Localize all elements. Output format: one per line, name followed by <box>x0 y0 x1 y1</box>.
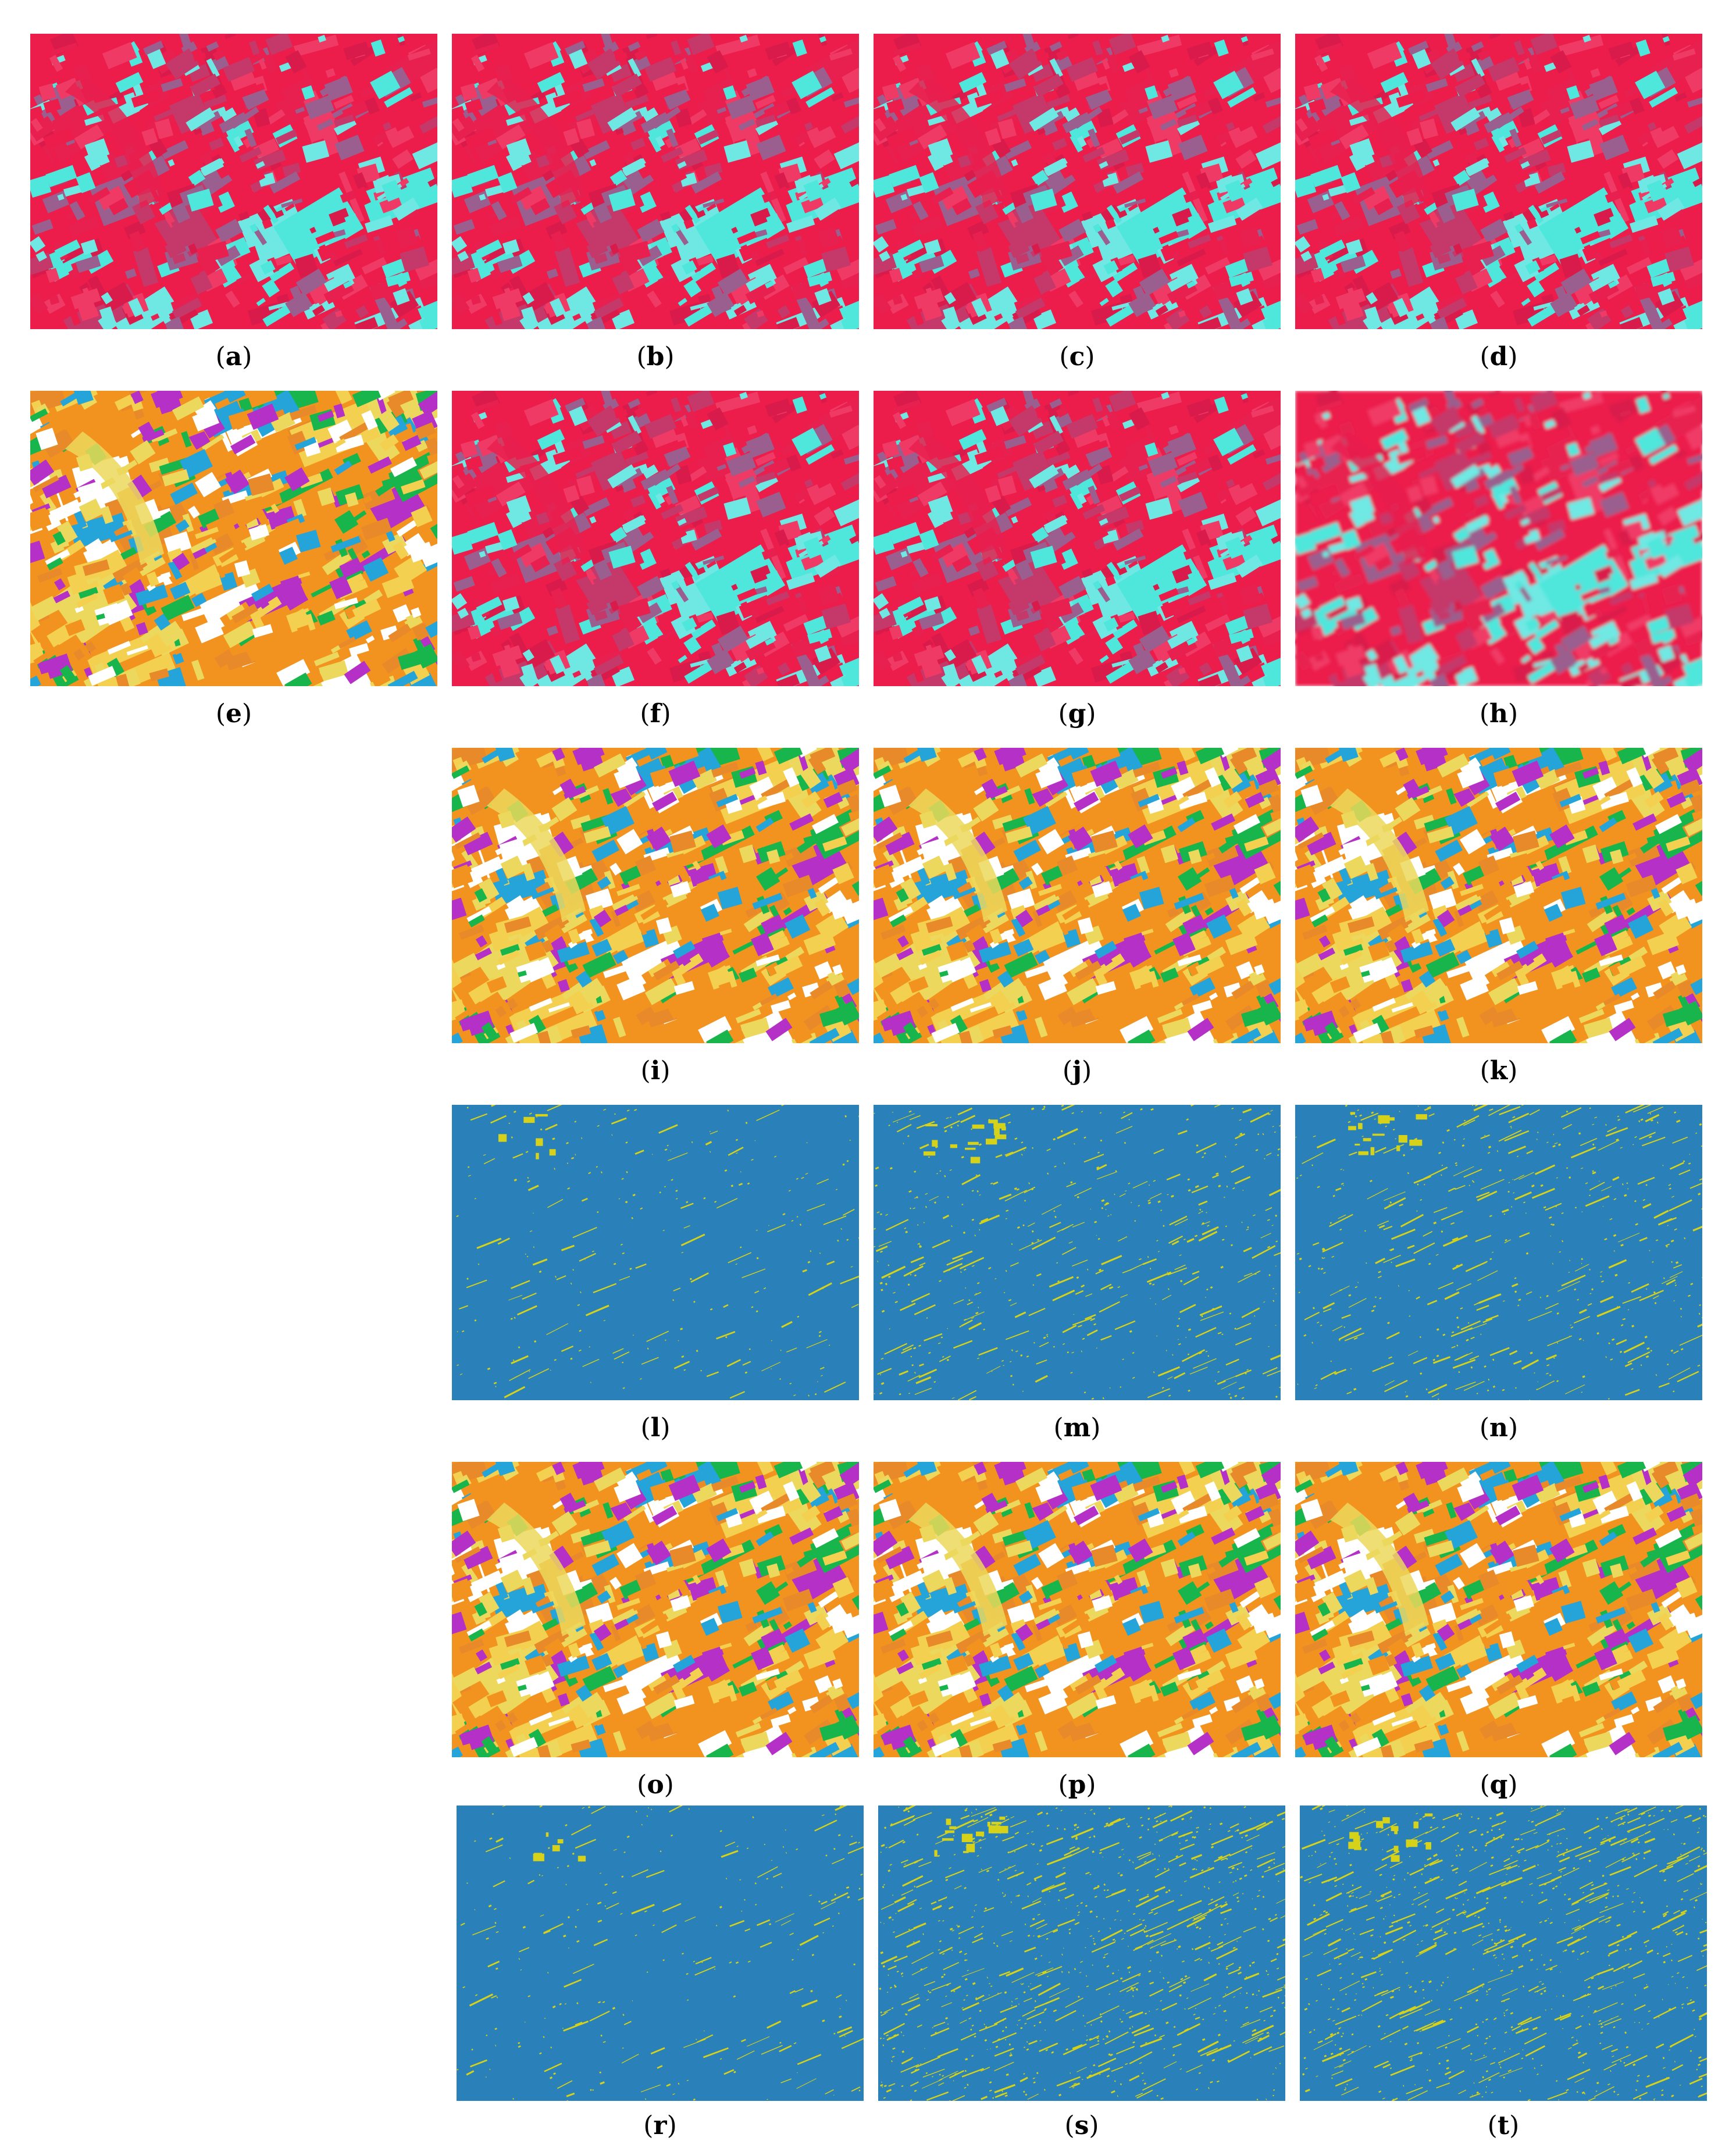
caption-k: (k) <box>1480 1056 1518 1086</box>
image-panel-t <box>1300 1806 1707 2101</box>
image-panel-i <box>452 748 859 1043</box>
false-color-image-g <box>874 391 1281 686</box>
caption-a: (a) <box>215 342 252 372</box>
caption-q: (q) <box>1480 1770 1518 1800</box>
image-panel-c <box>874 34 1281 329</box>
image-panel-a <box>30 34 437 329</box>
caption-r: (r) <box>643 2111 677 2140</box>
caption-d: (d) <box>1480 342 1518 372</box>
false-color-image-h <box>1295 391 1702 686</box>
image-panel-n <box>1295 1105 1702 1400</box>
image-panel-e <box>30 391 437 686</box>
image-panel-j <box>874 748 1281 1043</box>
caption-i: (i) <box>640 1056 671 1086</box>
caption-c: (c) <box>1059 342 1095 372</box>
image-panel-l <box>452 1105 859 1400</box>
caption-s: (s) <box>1064 2111 1099 2140</box>
caption-j: (j) <box>1062 1056 1092 1086</box>
caption-l: (l) <box>640 1413 671 1443</box>
false-color-image-d <box>1295 34 1702 329</box>
caption-e: (e) <box>215 699 252 729</box>
change-map-l <box>452 1105 859 1400</box>
image-panel-g <box>874 391 1281 686</box>
caption-o: (o) <box>637 1770 674 1800</box>
false-color-image-a <box>30 34 437 329</box>
image-panel-m <box>874 1105 1281 1400</box>
false-color-image-b <box>452 34 859 329</box>
change-map-s <box>878 1806 1285 2101</box>
image-panel-s <box>878 1806 1285 2101</box>
caption-t: (t) <box>1487 2111 1520 2140</box>
change-map-t <box>1300 1806 1707 2101</box>
classification-map-j <box>874 748 1281 1043</box>
caption-b: (b) <box>636 342 675 372</box>
classification-map-k <box>1295 748 1702 1043</box>
classification-map-e <box>30 391 437 686</box>
caption-m: (m) <box>1053 1413 1101 1443</box>
caption-n: (n) <box>1479 1413 1518 1443</box>
caption-f: (f) <box>640 699 671 729</box>
change-map-r <box>457 1806 864 2101</box>
image-panel-o <box>452 1462 859 1757</box>
image-panel-q <box>1295 1462 1702 1757</box>
classification-map-i <box>452 748 859 1043</box>
caption-p: (p) <box>1058 1770 1096 1800</box>
image-panel-b <box>452 34 859 329</box>
false-color-image-c <box>874 34 1281 329</box>
classification-map-o <box>452 1462 859 1757</box>
image-panel-d <box>1295 34 1702 329</box>
change-map-n <box>1295 1105 1702 1400</box>
caption-g: (g) <box>1058 699 1096 729</box>
image-panel-r <box>457 1806 864 2101</box>
image-panel-k <box>1295 748 1702 1043</box>
image-panel-h <box>1295 391 1702 686</box>
classification-map-p <box>874 1462 1281 1757</box>
false-color-image-f <box>452 391 859 686</box>
classification-map-q <box>1295 1462 1702 1757</box>
caption-h: (h) <box>1479 699 1518 729</box>
image-panel-p <box>874 1462 1281 1757</box>
change-map-m <box>874 1105 1281 1400</box>
image-panel-f <box>452 391 859 686</box>
